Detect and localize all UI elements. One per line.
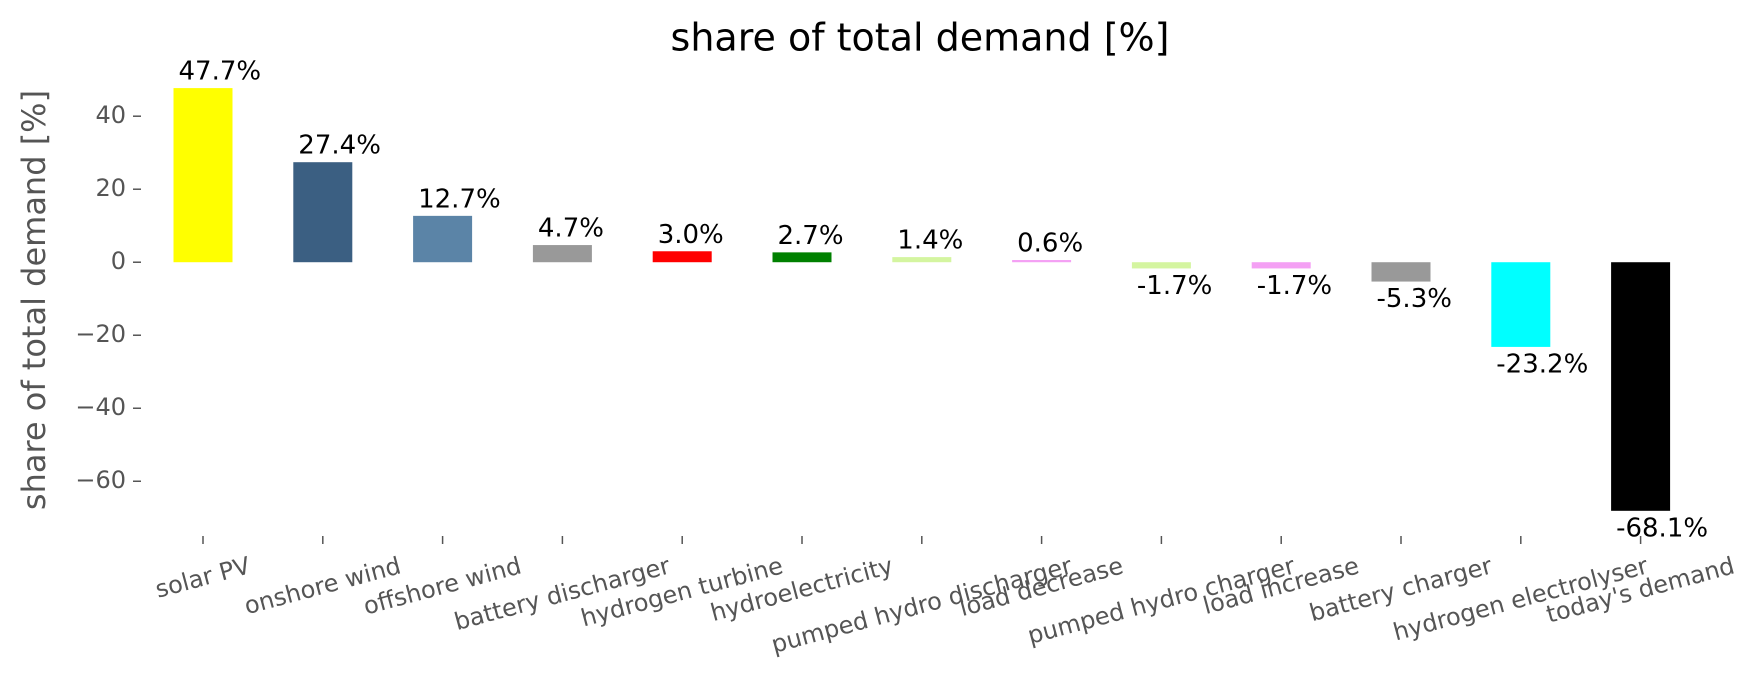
y-tick-label: −20 [75,320,126,348]
y-tick-label: 20 [95,174,126,202]
value-label: 2.7% [778,221,844,251]
bar [1371,262,1431,282]
bar [293,162,353,263]
value-label: 27.4% [298,131,381,161]
value-label: 12.7% [418,184,501,214]
bar [1131,262,1191,269]
value-label: 0.6% [1017,229,1083,259]
bar [652,251,712,263]
bar [173,88,233,263]
bar [532,245,592,263]
bar [413,215,473,263]
y-tick-label: 40 [95,101,126,129]
y-tick-label: −40 [75,393,126,421]
value-label: -1.7% [1257,271,1332,301]
value-label: 1.4% [897,226,963,256]
chart-title: share of total demand [%] [671,16,1170,60]
y-tick-label: −60 [75,466,126,494]
bar [1012,260,1072,263]
value-label: -68.1% [1616,513,1708,543]
value-label: 4.7% [538,214,604,244]
value-label: -5.3% [1377,284,1452,314]
value-label: 3.0% [658,220,724,250]
value-label: -23.2% [1496,349,1588,379]
x-tick-label: solar PV [152,551,253,603]
y-axis-label: share of total demand [%] [15,90,53,510]
y-tick-label: 0 [111,247,126,275]
bar [772,252,832,263]
bar [1491,262,1551,347]
bar [892,257,952,263]
value-label: -1.7% [1137,271,1212,301]
bar [1251,262,1311,269]
bar [1611,262,1671,511]
value-label: 47.7% [179,57,262,87]
